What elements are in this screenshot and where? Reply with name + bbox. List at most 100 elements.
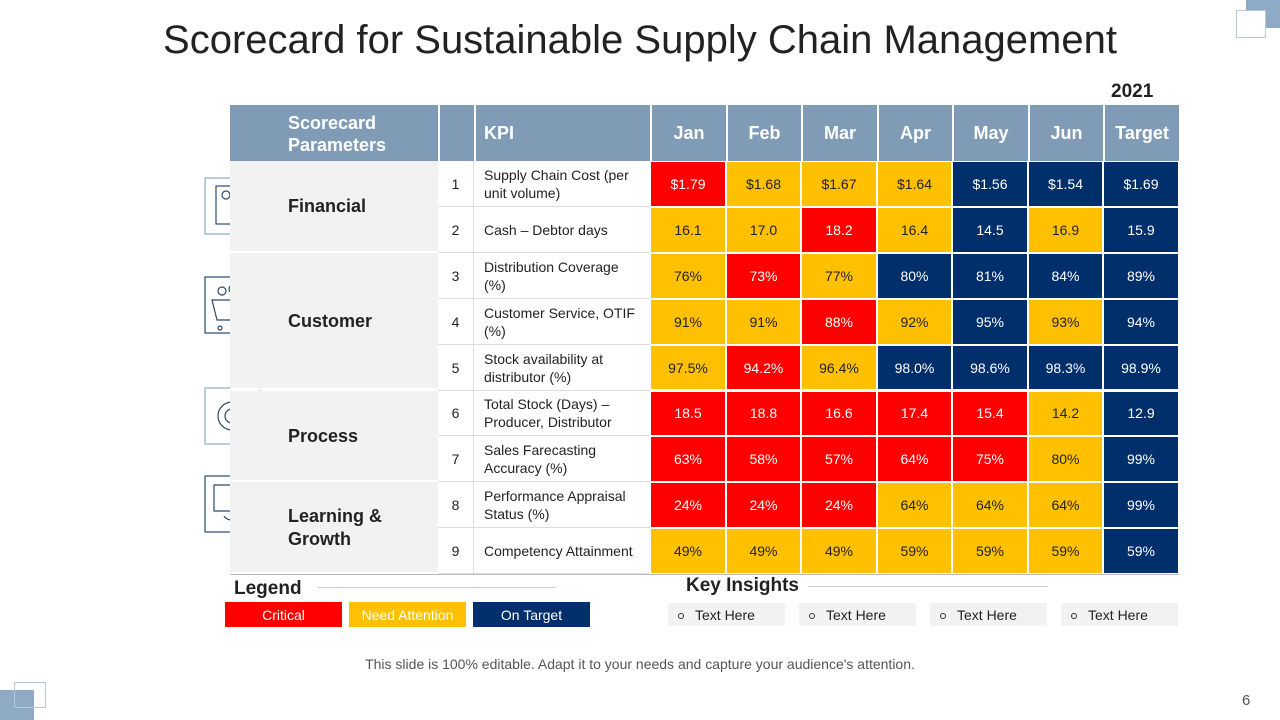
value-cell: 64% [952,482,1028,529]
value-cell: 16.6 [801,390,877,437]
insight-bullet [809,613,815,619]
group-name: Customer [288,311,373,332]
value-cell: $1.68 [726,161,801,207]
value-cell: 18.2 [801,206,877,253]
header-column: Mar [801,105,877,161]
row-no: 5 [438,344,474,391]
group-name: Process [288,425,359,446]
value-cell: 77% [801,252,877,299]
row-line [438,573,650,575]
value-cell: 16.4 [877,206,952,253]
legend-item: Critical [225,602,342,627]
header-column: May [952,105,1028,161]
row-kpi: Customer Service, OTIF (%) [484,304,635,339]
value-cell: 17.0 [726,206,801,253]
value-cell: 73% [726,252,801,299]
header-column: Apr [877,105,952,161]
value-cell: 12.9 [1103,390,1179,437]
value-cell: 15.4 [952,390,1028,437]
insight-text: Text Here [957,606,1017,623]
value-cell: 64% [877,436,952,483]
value-cell: 59% [1103,528,1179,575]
row-no: 7 [438,436,474,483]
row-kpi: Cash – Debtor days [484,221,608,238]
insight-text: Text Here [695,606,755,623]
value-cell: 64% [1028,482,1103,529]
header-divider [474,105,476,161]
value-cell: 91% [726,298,801,345]
value-cell: 99% [1103,436,1179,483]
group-bg [230,390,438,483]
title: Scorecard for Sustainable Supply Chain M… [163,18,1117,62]
value-cell: 49% [726,528,801,575]
value-cell: 49% [650,528,726,575]
legend-title: Legend [234,578,302,599]
value-cell: $1.64 [877,161,952,207]
value-cell: 98.9% [1103,344,1179,391]
value-cell: $1.54 [1028,161,1103,207]
value-cell: 95% [952,298,1028,345]
insight-box [799,603,916,626]
value-cell: 91% [650,298,726,345]
year: 2021 [1111,81,1154,102]
value-cell: 63% [650,436,726,483]
row-kpi: Sales Farecasting Accuracy (%) [484,442,597,477]
value-cell: 88% [801,298,877,345]
footer: This slide is 100% editable. Adapt it to… [365,656,915,672]
value-cell: 17.4 [877,390,952,437]
row-line [438,343,650,345]
value-cell: 92% [877,298,952,345]
value-cell: 84% [1028,252,1103,299]
value-cell: 80% [1028,436,1103,483]
value-cell: 80% [877,252,952,299]
insight-bullet [940,613,946,619]
value-cell: 97.5% [650,344,726,391]
value-cell: 24% [650,482,726,529]
value-cell: 81% [952,252,1028,299]
value-cell: 99% [1103,482,1179,529]
value-cell: 93% [1028,298,1103,345]
row-line [438,389,650,391]
row-kpi: Supply Chain Cost (per unit volume) [484,166,629,201]
value-cell: 64% [877,482,952,529]
deco [0,690,34,720]
value-cell: 16.9 [1028,206,1103,253]
row-kpi: Stock availability at distributor (%) [484,350,604,385]
header-divider [438,105,440,161]
value-cell: 94.2% [726,344,801,391]
legend-rule [318,587,556,588]
row-no: 2 [438,206,474,253]
value-cell: 98.3% [1028,344,1103,391]
value-cell: 16.1 [650,206,726,253]
value-cell: 75% [952,436,1028,483]
insight-box [930,603,1047,626]
row-line [438,481,650,483]
group-name: Learning & Growth [288,506,383,550]
row-no: 3 [438,252,474,299]
group-bg [230,252,438,391]
insight-box [668,603,785,626]
header-parameters: Scorecard Parameters [288,113,387,155]
deco [1236,10,1266,38]
value-cell: $1.69 [1103,161,1179,207]
insight-text: Text Here [1088,606,1148,623]
group-bg [230,161,438,253]
value-cell: 24% [726,482,801,529]
deco [14,682,46,708]
row-line [438,527,650,529]
value-cell: 15.9 [1103,206,1179,253]
header-column: Feb [726,105,801,161]
page-number: 6 [1242,692,1251,709]
insight-bullet [678,613,684,619]
row-line [438,205,650,207]
insight-box [1061,603,1178,626]
header-bg [230,105,1179,161]
value-cell: 76% [650,252,726,299]
value-cell: 58% [726,436,801,483]
insight-bullet [1071,613,1077,619]
header-kpi: KPI [484,122,515,143]
insights-rule [808,586,1048,587]
row-kpi: Competency Attainment [484,543,633,560]
value-cell: 14.5 [952,206,1028,253]
